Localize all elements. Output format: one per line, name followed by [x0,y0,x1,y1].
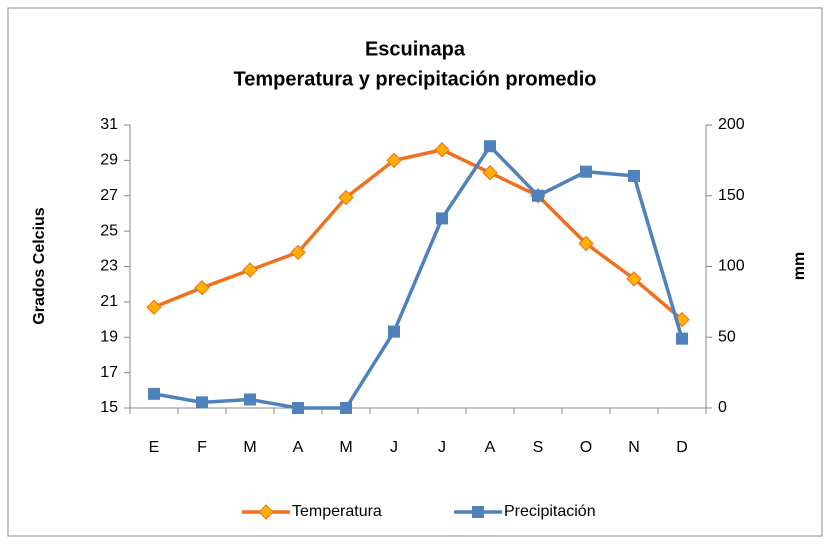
data-point [340,402,352,414]
data-point [436,212,448,225]
legend-label: Temperatura [292,503,382,520]
y-tick-label: 21 [100,293,118,310]
data-point [484,140,496,153]
legend-marker [258,504,274,520]
data-point [580,165,592,178]
legend-label: Precipitación [504,503,596,520]
data-point [386,152,402,169]
data-point [290,244,306,261]
x-tick-label: M [243,439,256,456]
data-point [578,235,594,252]
data-point [434,142,450,158]
y-axis-label: Grados Celcius [31,207,48,324]
x-tick-label: E [149,439,160,456]
data-point [388,325,400,338]
x-tick-label: J [390,439,398,456]
y-tick-label: 29 [100,152,118,169]
x-tick-label: D [676,439,688,456]
series-line [153,147,684,321]
data-point [532,189,544,202]
data-point [148,387,160,400]
x-tick-label: M [339,439,352,456]
data-point [338,189,354,206]
data-point [244,393,256,406]
x-tick-label: O [580,439,592,456]
legend-marker [472,506,484,518]
data-point [194,280,210,296]
chart-title: Escuinapa [365,38,466,60]
y2-tick-label: 100 [718,258,745,275]
x-tick-label: S [533,439,544,456]
data-point [242,262,258,278]
y-tick-label: 31 [100,116,118,133]
y2-tick-label: 150 [718,187,745,204]
series-line [153,143,684,410]
y2-tick-label: 0 [718,399,727,416]
y2-tick-label: 50 [718,328,736,345]
data-point [292,402,304,414]
data-point [626,271,642,287]
data-point [196,396,208,409]
data-point [676,332,688,345]
y-tick-label: 25 [100,222,118,239]
x-tick-label: A [293,439,304,456]
y-tick-label: 27 [100,187,118,204]
y-tick-label: 17 [100,364,118,381]
y-tick-label: 19 [100,328,118,345]
y2-axis-label: mm [791,252,808,280]
x-tick-label: F [197,439,207,456]
y-tick-label: 23 [100,258,118,275]
x-tick-label: A [485,439,496,456]
y2-tick-label: 200 [718,116,745,133]
x-tick-label: J [438,439,446,456]
chart-title: Temperatura y precipitación promedio [233,68,596,90]
chart-frame [7,7,823,537]
x-tick-label: N [628,439,640,456]
data-point [628,169,640,182]
data-point [146,299,162,315]
data-point [482,165,498,181]
y-tick-label: 15 [100,399,118,416]
